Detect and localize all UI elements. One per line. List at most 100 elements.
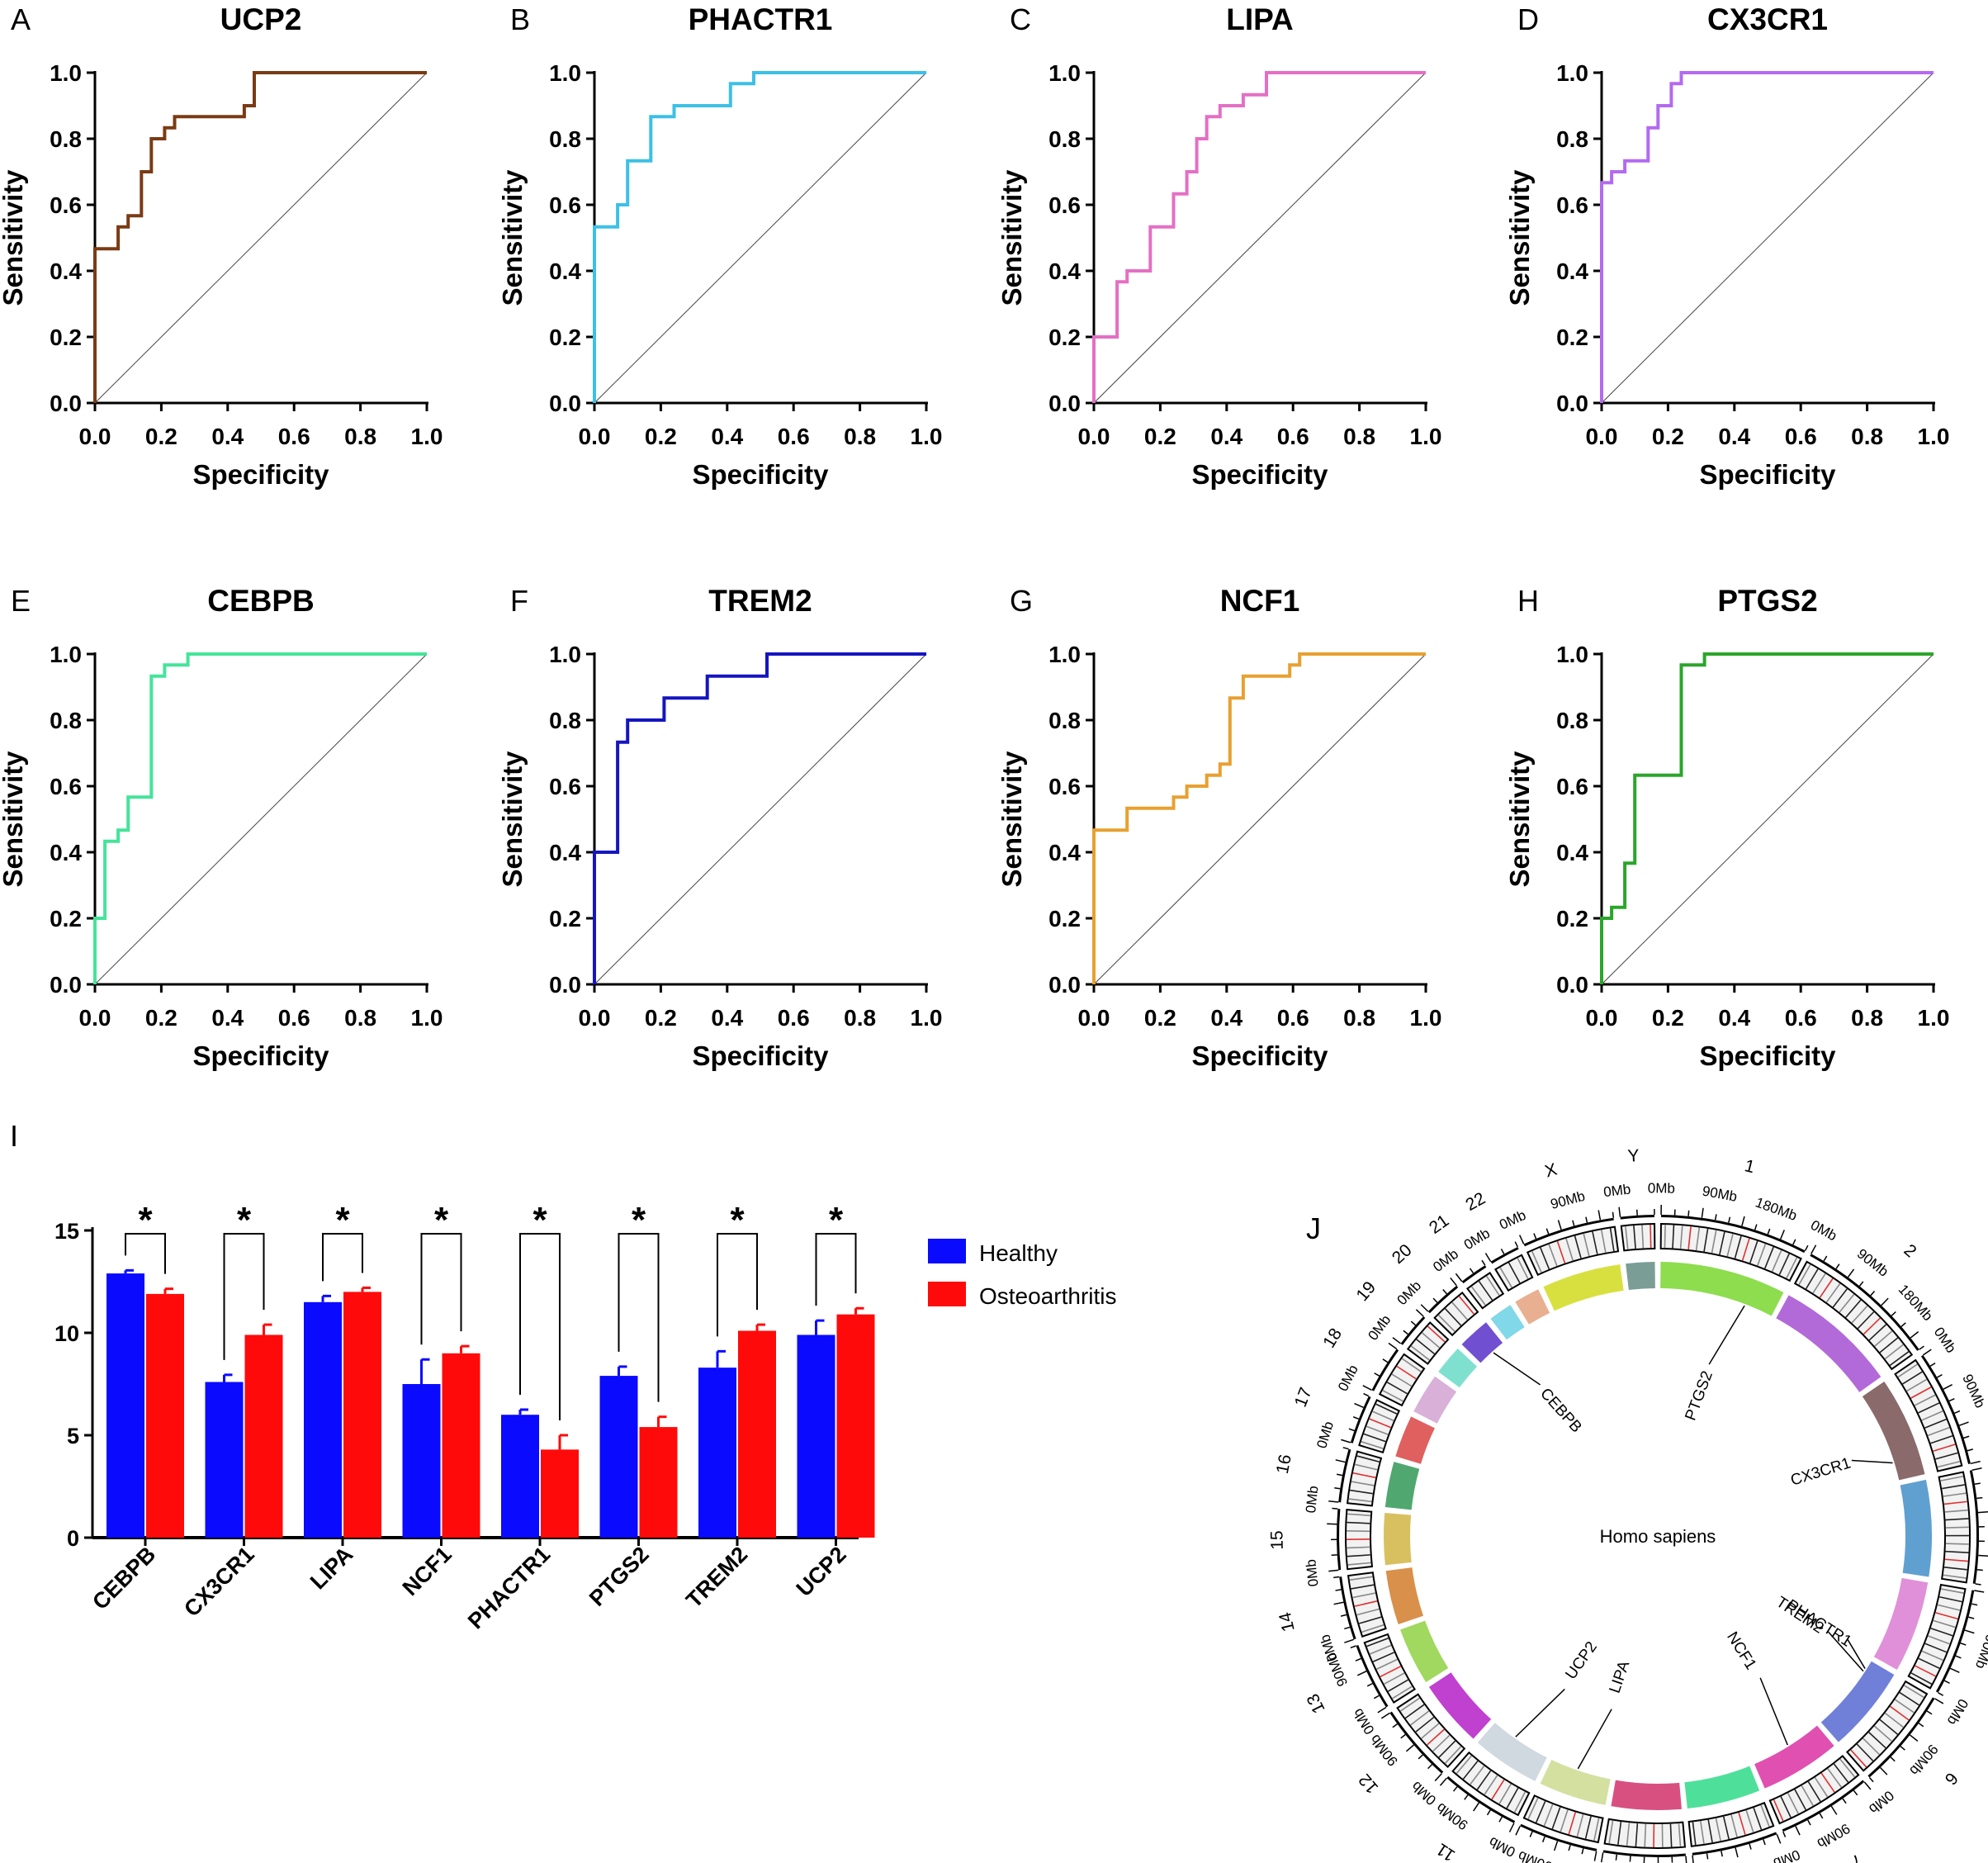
significance-bracket	[125, 1233, 166, 1274]
cytoband	[1894, 1699, 1915, 1714]
ideogram	[1907, 1583, 1967, 1690]
y-tick-label: 0.8	[50, 126, 82, 152]
cytoband	[1347, 1554, 1370, 1557]
scale-label: 0Mb	[1303, 1558, 1321, 1587]
chromosome-band	[1490, 1305, 1525, 1340]
x-tick-label: 1.0	[411, 424, 443, 449]
cytoband	[1392, 1685, 1413, 1699]
cytoband	[1347, 1546, 1370, 1549]
scale-arc	[1490, 1246, 1519, 1264]
y-tick-label: 0.0	[1048, 391, 1081, 416]
scale-tick	[1382, 1358, 1389, 1363]
x-tick-label: 0.6	[278, 424, 310, 449]
scale-tick	[1936, 1373, 1943, 1378]
scale-tick	[1976, 1496, 1983, 1500]
cytoband	[1711, 1230, 1717, 1254]
center-label: Homo sapiens	[1600, 1526, 1716, 1547]
scale-label: 0Mb	[1461, 1225, 1493, 1253]
roc-curve-line	[1092, 652, 1426, 984]
scale-label: 0Mb	[1317, 1633, 1341, 1663]
chromosome-label: 16	[1273, 1453, 1295, 1475]
y-tick-label: 0.0	[549, 972, 581, 998]
cytoband	[1382, 1390, 1403, 1402]
cytoband	[1372, 1652, 1395, 1662]
chromosome-band	[1820, 1661, 1895, 1742]
scale-tick	[1533, 1233, 1537, 1240]
cytoband	[1348, 1498, 1372, 1503]
chromosome-label: 18	[1319, 1325, 1346, 1351]
significance-bracket	[420, 1233, 462, 1345]
panel-letter: F	[510, 584, 528, 618]
cytoband	[1508, 1262, 1521, 1283]
significance-bracket	[618, 1233, 660, 1402]
reference-diagonal	[1093, 72, 1427, 404]
cytoband	[1692, 1822, 1697, 1846]
scale-tick	[1541, 1836, 1545, 1842]
cytoband	[1780, 1796, 1792, 1818]
x-tick-label: TREM2	[681, 1542, 752, 1613]
significance-star: *	[335, 1200, 350, 1240]
x-tick-label: 0.0	[1586, 1005, 1618, 1031]
cytoband	[1617, 1822, 1622, 1846]
chart-title: CEBPB	[207, 584, 315, 618]
chromosome-label: 22	[1463, 1189, 1489, 1215]
scale-tick	[1728, 1216, 1731, 1223]
chromosome-label: 6	[1941, 1769, 1962, 1789]
scale-tick	[1910, 1331, 1919, 1339]
y-tick-label: 0.4	[549, 840, 581, 865]
cytoband	[1937, 1460, 1961, 1468]
cytoband	[1470, 1766, 1485, 1785]
scale-tick	[1974, 1590, 1985, 1593]
scale-tick	[1974, 1482, 1981, 1486]
y-tick-label: 0.4	[1048, 840, 1081, 865]
cytoband	[1347, 1513, 1370, 1517]
y-tick-label: 0.2	[50, 325, 82, 350]
cytoband	[1565, 1238, 1574, 1261]
cytoband	[1884, 1344, 1904, 1360]
scale-tick	[1418, 1754, 1423, 1760]
cytoband	[1415, 1716, 1435, 1733]
scale-tick	[1355, 1657, 1361, 1662]
y-tick-label: 0.2	[549, 906, 581, 932]
scale-tick	[1434, 1773, 1442, 1782]
scale-tick	[1333, 1601, 1344, 1605]
gene-leader-line	[1577, 1709, 1612, 1770]
scale-tick	[1557, 1220, 1562, 1230]
cytoband	[1462, 1760, 1479, 1780]
scale-label: 0Mb	[1866, 1787, 1897, 1817]
y-tick-label: 0.2	[1556, 325, 1588, 350]
cytoband	[1366, 1637, 1389, 1647]
chromosome-label: 17	[1291, 1385, 1316, 1410]
y-axis-label: Sensitivity	[0, 751, 28, 888]
cytoband	[1944, 1509, 1968, 1513]
chart-title: PHACTR1	[689, 2, 833, 36]
y-tick-label: 0.0	[549, 391, 581, 416]
x-tick-label: 0.0	[579, 424, 611, 449]
scale-tick	[1948, 1397, 1955, 1402]
scale-tick	[1977, 1511, 1988, 1514]
significance-bracket	[519, 1233, 561, 1420]
y-tick-label: 0.8	[549, 708, 581, 733]
scale-tick	[1804, 1244, 1809, 1251]
scale-arc	[1371, 1349, 1399, 1391]
cytoband	[1349, 1489, 1373, 1495]
y-axis-label: Sensitivity	[996, 169, 1027, 306]
scale-tick	[1464, 1794, 1469, 1800]
cytoband	[1819, 1278, 1834, 1298]
cytoband	[1943, 1566, 1967, 1571]
cytoband	[1633, 1225, 1636, 1249]
cytoband	[1914, 1394, 1936, 1406]
scale-label: 180Mb	[1896, 1282, 1936, 1324]
cytoband	[1386, 1382, 1408, 1395]
scale-tick	[1336, 1473, 1343, 1477]
x-tick-label: 0.6	[1785, 1005, 1817, 1031]
scale-tick	[1782, 1831, 1787, 1837]
cytoband	[1945, 1518, 1969, 1521]
scale-arc	[1400, 1316, 1426, 1345]
cytoband	[1396, 1365, 1417, 1380]
cytoband	[1778, 1253, 1790, 1275]
y-axis-label: Sensitivity	[0, 169, 28, 306]
scale-tick	[1835, 1263, 1840, 1269]
cytoband	[1757, 1244, 1767, 1266]
